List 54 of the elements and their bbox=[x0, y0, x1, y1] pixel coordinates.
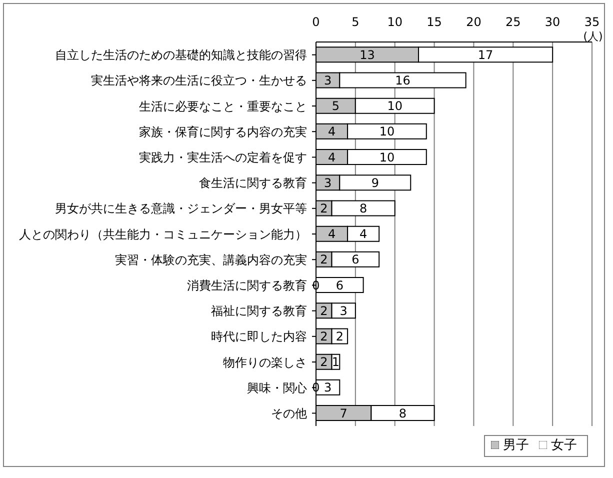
data-label: 2 bbox=[320, 330, 328, 344]
data-label: 7 bbox=[340, 406, 348, 420]
data-label: 2 bbox=[320, 355, 328, 370]
y-tick-label: 時代に即した内容 bbox=[211, 330, 307, 344]
data-label: 2 bbox=[320, 202, 328, 216]
data-label: 4 bbox=[328, 150, 336, 164]
y-tick-label: 男女が共に生きる意識・ジェンダー・男女平等 bbox=[55, 202, 307, 216]
data-label: 3 bbox=[324, 176, 332, 190]
y-tick-label: 人との関わり（共生能力・コミュニケーション能力） bbox=[19, 227, 307, 242]
data-label: 4 bbox=[359, 227, 368, 242]
data-label: 6 bbox=[336, 278, 344, 292]
x-tick-label: 10 bbox=[387, 15, 402, 29]
data-label: 4 bbox=[328, 227, 336, 242]
x-tick-label: 0 bbox=[312, 15, 320, 29]
data-label: 9 bbox=[371, 176, 379, 190]
data-label: 10 bbox=[379, 124, 395, 139]
y-tick-label: 福祉に関する教育 bbox=[211, 304, 307, 318]
y-tick-label: 自立した生活のための基礎的知識と技能の習得 bbox=[55, 48, 307, 62]
legend-label: 女子 bbox=[551, 438, 577, 453]
data-label: 16 bbox=[395, 74, 410, 88]
data-label: 2 bbox=[320, 252, 328, 267]
data-label: 8 bbox=[398, 406, 407, 420]
data-label: 13 bbox=[360, 48, 375, 62]
data-label: 17 bbox=[478, 48, 494, 62]
y-tick-label: 物作りの楽しさ bbox=[223, 355, 307, 370]
y-tick-label: その他 bbox=[271, 406, 307, 420]
data-label: 6 bbox=[352, 252, 360, 267]
y-tick-label: 実習・体験の充実、講義内容の充実 bbox=[115, 252, 307, 267]
x-axis-title: (人) bbox=[583, 30, 603, 43]
y-tick-label: 生活に必要なこと・重要なこと bbox=[139, 99, 307, 114]
x-tick-label: 5 bbox=[352, 15, 360, 29]
data-label: 3 bbox=[324, 74, 332, 88]
x-tick-label: 25 bbox=[506, 15, 521, 29]
data-label: 5 bbox=[332, 99, 340, 114]
y-tick-label: 実践力・実生活への定着を促す bbox=[139, 150, 307, 164]
x-tick-label: 15 bbox=[426, 15, 442, 29]
data-label: 4 bbox=[328, 124, 336, 139]
y-tick-label: 食生活に関する教育 bbox=[199, 176, 307, 190]
y-tick-label: 家族・保育に関する内容の充実 bbox=[139, 124, 307, 139]
data-label: 3 bbox=[340, 304, 348, 318]
data-label: 10 bbox=[379, 150, 395, 164]
data-label: 10 bbox=[387, 99, 402, 114]
y-tick-label: 興味・関心 bbox=[247, 380, 307, 395]
data-label: 2 bbox=[320, 304, 328, 318]
data-label: 1 bbox=[332, 355, 340, 370]
y-tick-label: 実生活や将来の生活に役立つ・生かせる bbox=[91, 74, 307, 88]
x-tick-label: 20 bbox=[466, 15, 482, 29]
legend-label: 男子 bbox=[503, 438, 529, 453]
y-tick-label: 消費生活に関する教育 bbox=[187, 278, 307, 292]
x-tick-label: 35 bbox=[584, 15, 600, 29]
data-label: 3 bbox=[324, 380, 332, 395]
x-tick-label: 30 bbox=[544, 15, 560, 29]
data-label: 2 bbox=[336, 330, 344, 344]
data-label: 8 bbox=[359, 202, 368, 216]
